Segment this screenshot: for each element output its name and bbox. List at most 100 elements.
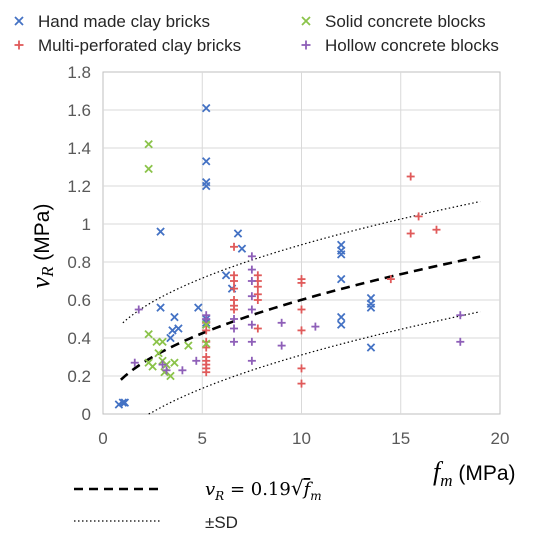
y-tick-label: 0.6 — [67, 291, 91, 310]
data-point — [174, 324, 183, 333]
y-tick-label: 1.2 — [67, 177, 91, 196]
data-point — [170, 312, 179, 322]
data-point — [221, 271, 231, 280]
data-point — [201, 181, 211, 191]
data-point — [166, 333, 175, 343]
gridlines — [103, 72, 500, 414]
legend-item: Multi-perforated clay bricks — [14, 36, 241, 55]
data-point — [170, 358, 179, 367]
data-point — [168, 326, 177, 335]
data-point — [230, 242, 239, 251]
data-point — [297, 305, 306, 314]
series-2 — [202, 172, 441, 388]
data-point — [166, 371, 175, 381]
data-point — [158, 360, 167, 369]
data-point — [158, 337, 167, 347]
data-point — [336, 250, 346, 259]
data-point — [202, 326, 211, 335]
x-tick-label: 5 — [198, 429, 207, 448]
y-tick-label: 0.8 — [67, 253, 91, 272]
data-point — [230, 315, 239, 323]
fit-curves — [119, 200, 481, 415]
y-axis-title: vR (MPa) — [26, 204, 57, 289]
legend-marker — [301, 16, 311, 26]
data-point — [233, 229, 243, 238]
data-point — [230, 324, 239, 333]
data-point — [297, 326, 306, 335]
data-point — [297, 278, 306, 287]
data-point — [253, 324, 262, 333]
legend-marker — [301, 40, 311, 50]
data-point — [366, 303, 376, 312]
data-point — [118, 398, 128, 407]
data-point — [156, 227, 165, 236]
data-point — [178, 366, 187, 375]
sd-upper-curve — [122, 200, 481, 324]
data-point — [192, 356, 201, 365]
data-point — [201, 320, 211, 329]
data-point — [456, 311, 465, 320]
y-tick-label: 0 — [82, 405, 91, 424]
data-point — [247, 337, 256, 346]
series-1 — [114, 103, 376, 409]
sd-legend-label: ±SD — [205, 513, 238, 532]
data-point — [277, 318, 286, 327]
legend-item: Hollow concrete blocks — [301, 36, 499, 55]
data-point — [134, 305, 143, 314]
plot-area — [102, 71, 501, 415]
data-point — [247, 252, 256, 261]
data-point — [247, 320, 256, 329]
data-point — [162, 366, 171, 375]
data-point — [336, 274, 346, 284]
x-tick-label: 15 — [391, 429, 410, 448]
sd-lower-curve — [148, 311, 481, 415]
data-point — [230, 284, 239, 293]
data-point — [144, 329, 153, 339]
data-point — [194, 303, 203, 312]
data-point — [230, 305, 239, 314]
data-point — [247, 277, 256, 285]
data-point — [247, 292, 256, 301]
y-tick-label: 1 — [82, 215, 91, 234]
x-tick-label: 0 — [98, 429, 107, 448]
x-tick-label: 20 — [491, 429, 510, 448]
legend-label: Hollow concrete blocks — [325, 36, 499, 55]
y-tick-label: 0.2 — [67, 367, 91, 386]
legend-marker — [14, 16, 24, 26]
fit-legend: vR = 0.19√fm ±SD — [74, 476, 322, 532]
legend-label: Multi-perforated clay bricks — [38, 36, 241, 55]
series-4 — [130, 252, 465, 375]
y-tick-label: 1.6 — [67, 101, 91, 120]
x-axis-ticks: 0 5 10 15 20 — [98, 429, 509, 448]
legend-label: Solid concrete blocks — [325, 12, 486, 31]
data-point — [247, 305, 256, 314]
data-point — [202, 315, 211, 323]
legend-label: Hand made clay bricks — [38, 12, 210, 31]
data-point — [277, 341, 286, 350]
x-axis-title: fm (MPa) — [433, 457, 516, 490]
data-point — [247, 265, 256, 274]
data-points — [114, 103, 465, 409]
data-point — [253, 296, 262, 304]
data-point — [432, 225, 441, 234]
legend-marker — [14, 40, 24, 50]
data-point — [247, 356, 256, 365]
data-point — [336, 320, 346, 329]
data-point — [366, 343, 376, 352]
data-point — [230, 277, 239, 285]
data-point — [201, 103, 211, 113]
data-point — [184, 341, 193, 350]
data-point — [202, 368, 211, 377]
y-tick-label: 1.4 — [67, 139, 91, 158]
data-point — [148, 362, 157, 371]
data-point — [156, 303, 165, 312]
data-point — [311, 322, 320, 331]
svg-text:fm (MPa): fm (MPa) — [433, 457, 516, 490]
legend-item: Hand made clay bricks — [14, 12, 210, 31]
fit-curve — [119, 255, 481, 381]
legend-item: Solid concrete blocks — [301, 12, 486, 31]
data-point — [144, 139, 153, 149]
y-axis-ticks: 0 0.2 0.4 0.6 0.8 1 1.2 1.4 1.6 1.8 — [67, 63, 91, 424]
data-point — [130, 358, 139, 367]
